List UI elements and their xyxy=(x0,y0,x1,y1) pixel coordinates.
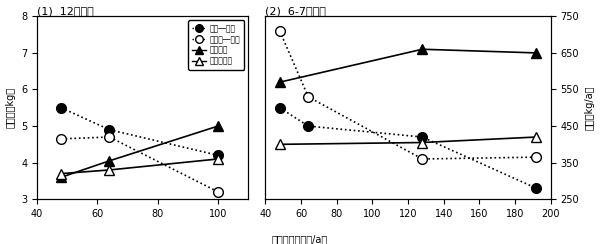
Text: (1)  12月どり: (1) 12月どり xyxy=(37,6,94,16)
Y-axis label: 収量（kg/a）: 収量（kg/a） xyxy=(584,85,595,130)
Text: (2)  6-7月どり: (2) 6-7月どり xyxy=(265,6,326,16)
Y-axis label: 一果重（kg）: 一果重（kg） xyxy=(5,87,16,128)
Text: 栅植密度（個体/a）: 栅植密度（個体/a） xyxy=(272,234,328,244)
Legend: 立体―果重, 地ばい―果重, 立体収量, 地ばい収量: 立体―果重, 地ばい―果重, 立体収量, 地ばい収量 xyxy=(188,20,244,70)
